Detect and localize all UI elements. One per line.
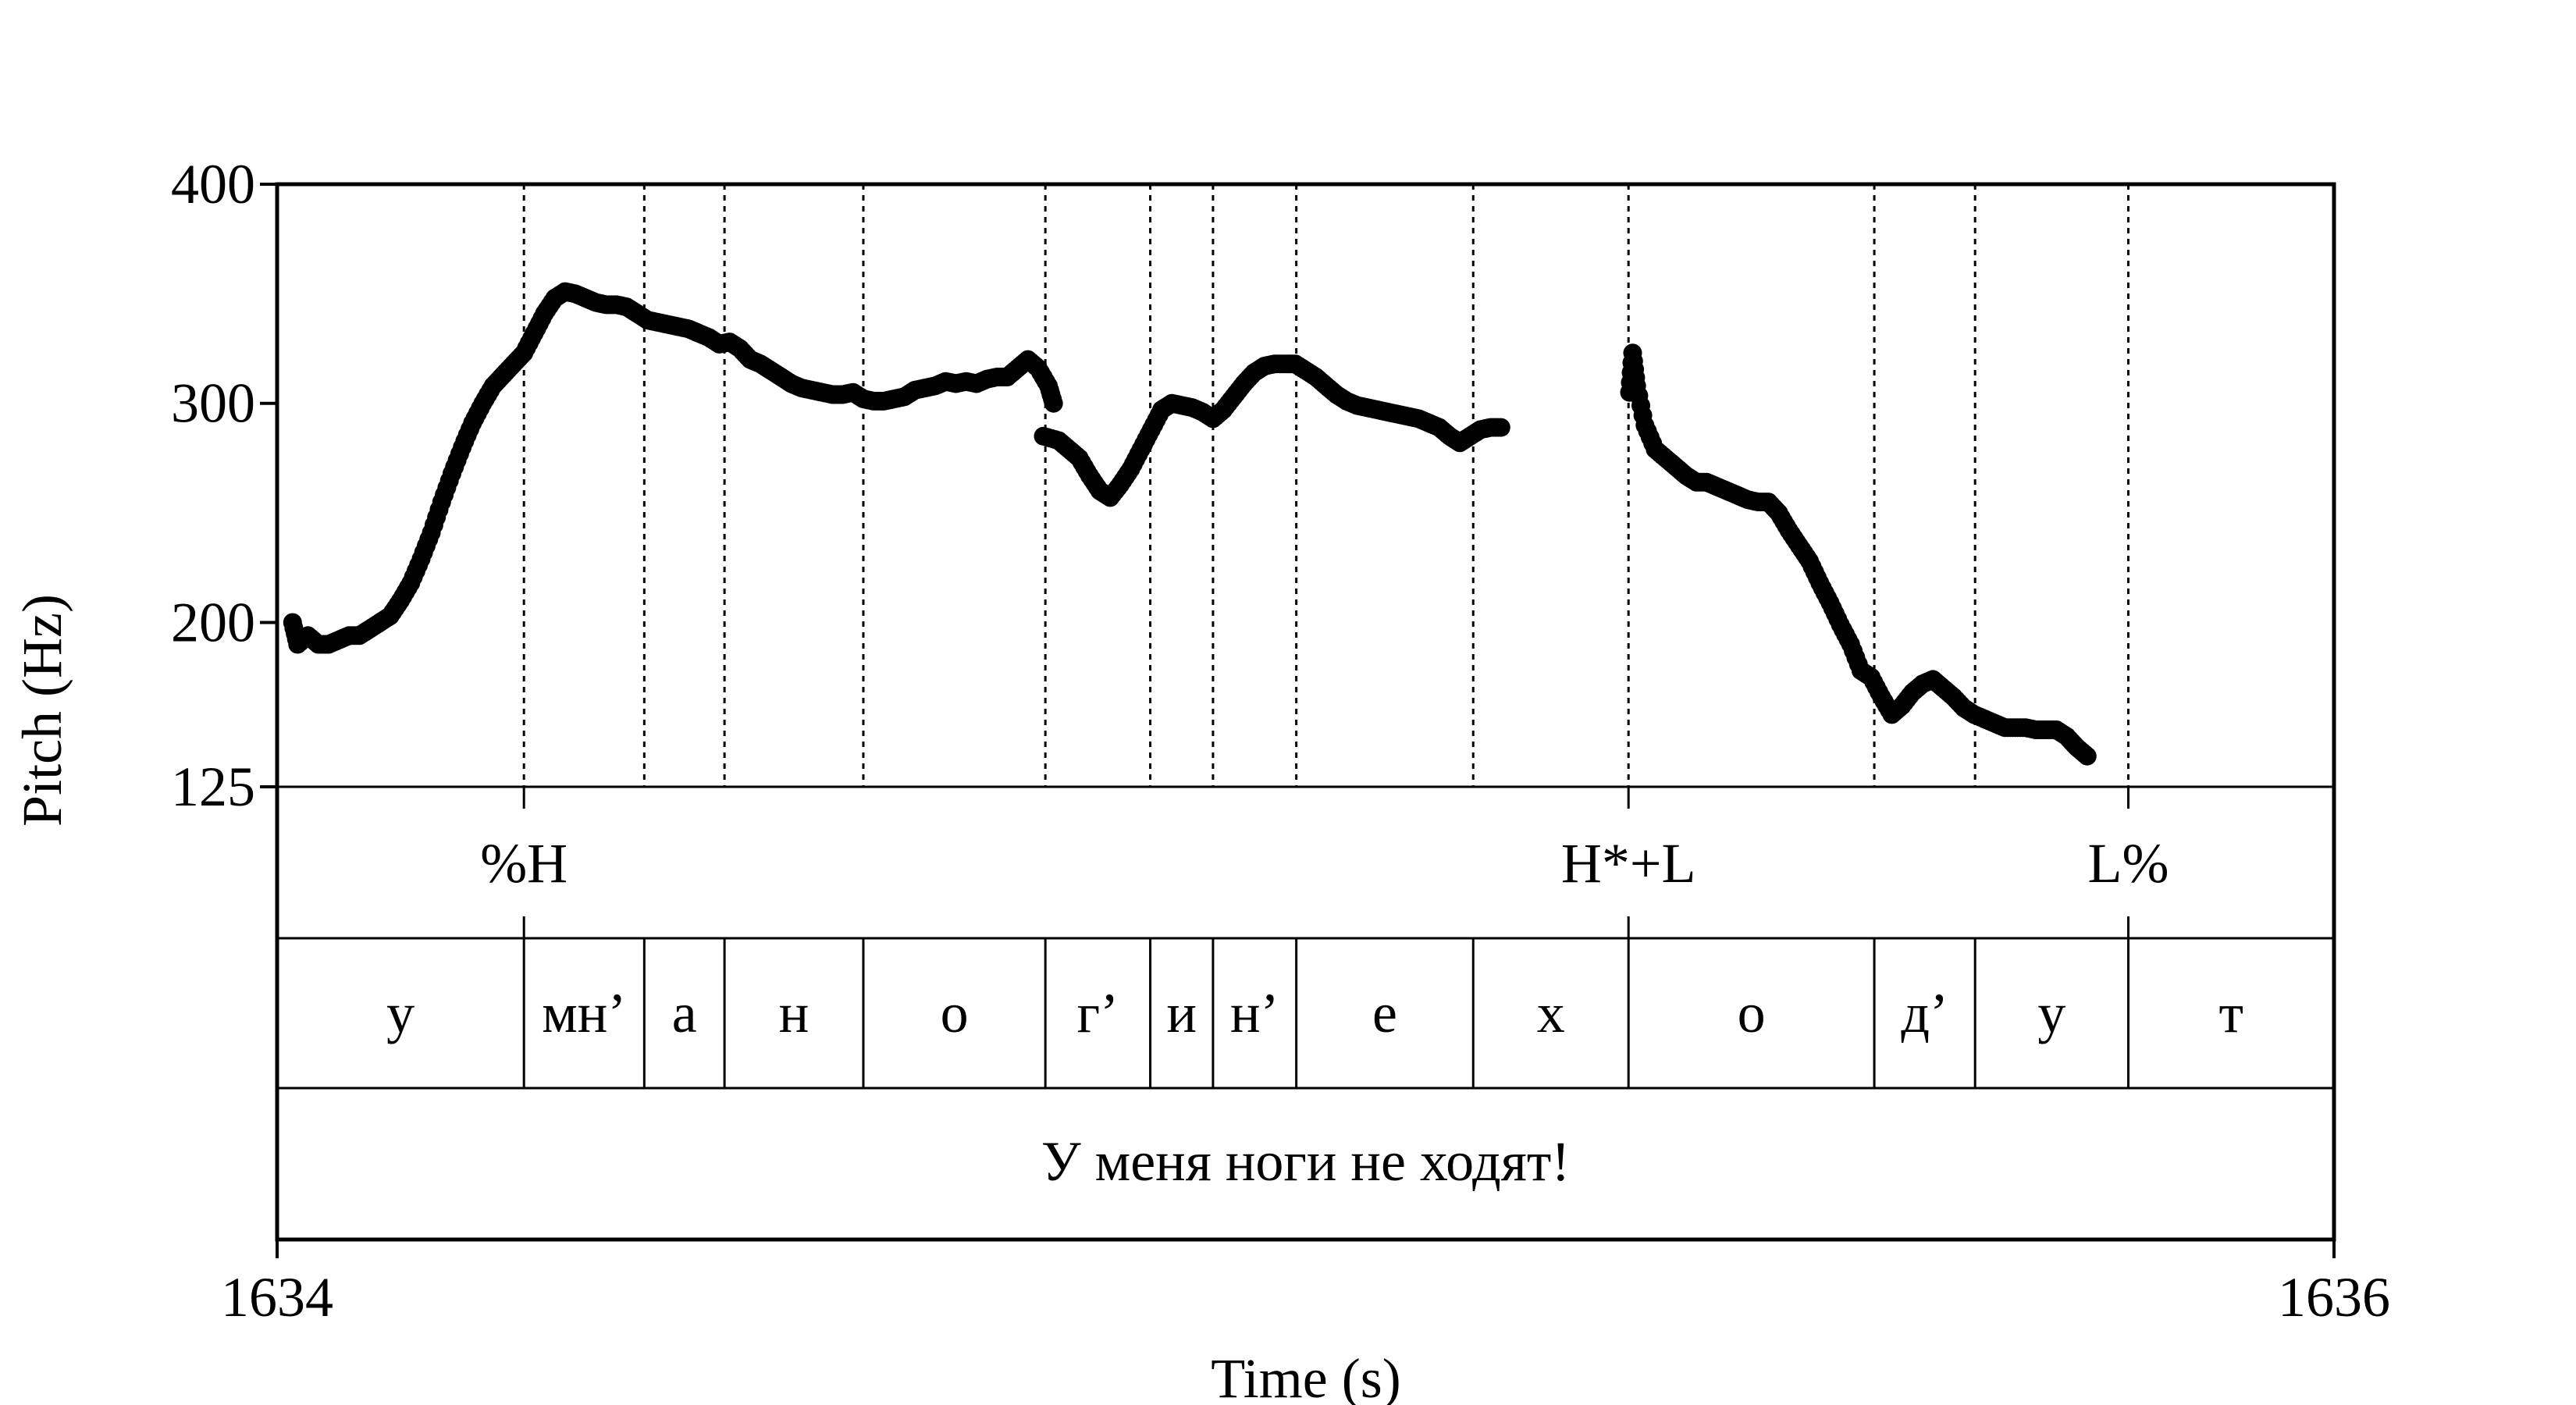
- y-tick-label: 400: [171, 153, 255, 215]
- segment-label: т: [2219, 982, 2243, 1044]
- segment-label: е: [1372, 982, 1397, 1044]
- segment-label: мн’: [542, 982, 626, 1044]
- pitch-points: [283, 282, 2097, 766]
- segment-label: у: [386, 982, 415, 1044]
- tone-label: L%: [2088, 832, 2169, 895]
- segment-label: о: [1738, 982, 1766, 1044]
- x-axis-title: Time (s): [1211, 1347, 1400, 1405]
- segment-label: х: [1537, 982, 1565, 1044]
- segment-label: г’: [1077, 982, 1119, 1044]
- y-tick-label: 125: [171, 756, 255, 818]
- axes: Pitch (Hz) Time (s) 400 300 200 125 1634 1636: [11, 153, 2390, 1405]
- tone-label: %H: [480, 832, 568, 895]
- segment-label: д’: [1901, 982, 1948, 1044]
- segment-label: и: [1166, 982, 1197, 1044]
- sentence-label: У меня ноги не ходят!: [1041, 1130, 1571, 1193]
- segment-label: у: [2037, 982, 2065, 1044]
- segment-label: н: [779, 982, 809, 1044]
- x-tick-label: 1636: [2278, 1266, 2390, 1329]
- pitch-point: [2077, 746, 2097, 766]
- plot-frame: [275, 182, 2336, 1242]
- y-axis-title: Pitch (Hz): [11, 594, 73, 827]
- y-tick-label: 200: [171, 591, 255, 653]
- plot-border: [275, 182, 2336, 1242]
- y-tick-label: 300: [171, 372, 255, 435]
- annotation-tiers: %H H*+L L% у мн’ а н о г’ и н’ е х о д’ у т У меня ноги н…: [386, 787, 2243, 1193]
- pitch-point: [1044, 393, 1063, 413]
- boundary-lines: [522, 184, 2129, 787]
- segment-label: а: [672, 982, 697, 1044]
- pitch-point: [1491, 418, 1510, 437]
- tone-label: H*+L: [1561, 832, 1696, 895]
- x-tick-label: 1634: [221, 1266, 333, 1329]
- segment-label: н’: [1230, 982, 1279, 1044]
- segment-label: о: [941, 982, 969, 1044]
